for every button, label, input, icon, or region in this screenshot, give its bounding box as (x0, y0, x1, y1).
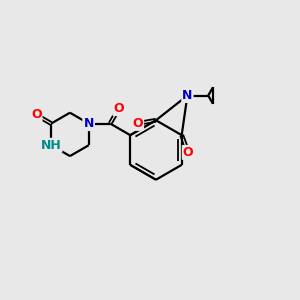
Text: O: O (31, 108, 41, 122)
Text: O: O (113, 102, 124, 115)
Text: N: N (83, 117, 94, 130)
Text: NH: NH (41, 139, 62, 152)
Text: O: O (183, 146, 194, 159)
Text: N: N (182, 89, 193, 102)
Text: O: O (133, 117, 143, 130)
Text: N: N (83, 117, 94, 130)
